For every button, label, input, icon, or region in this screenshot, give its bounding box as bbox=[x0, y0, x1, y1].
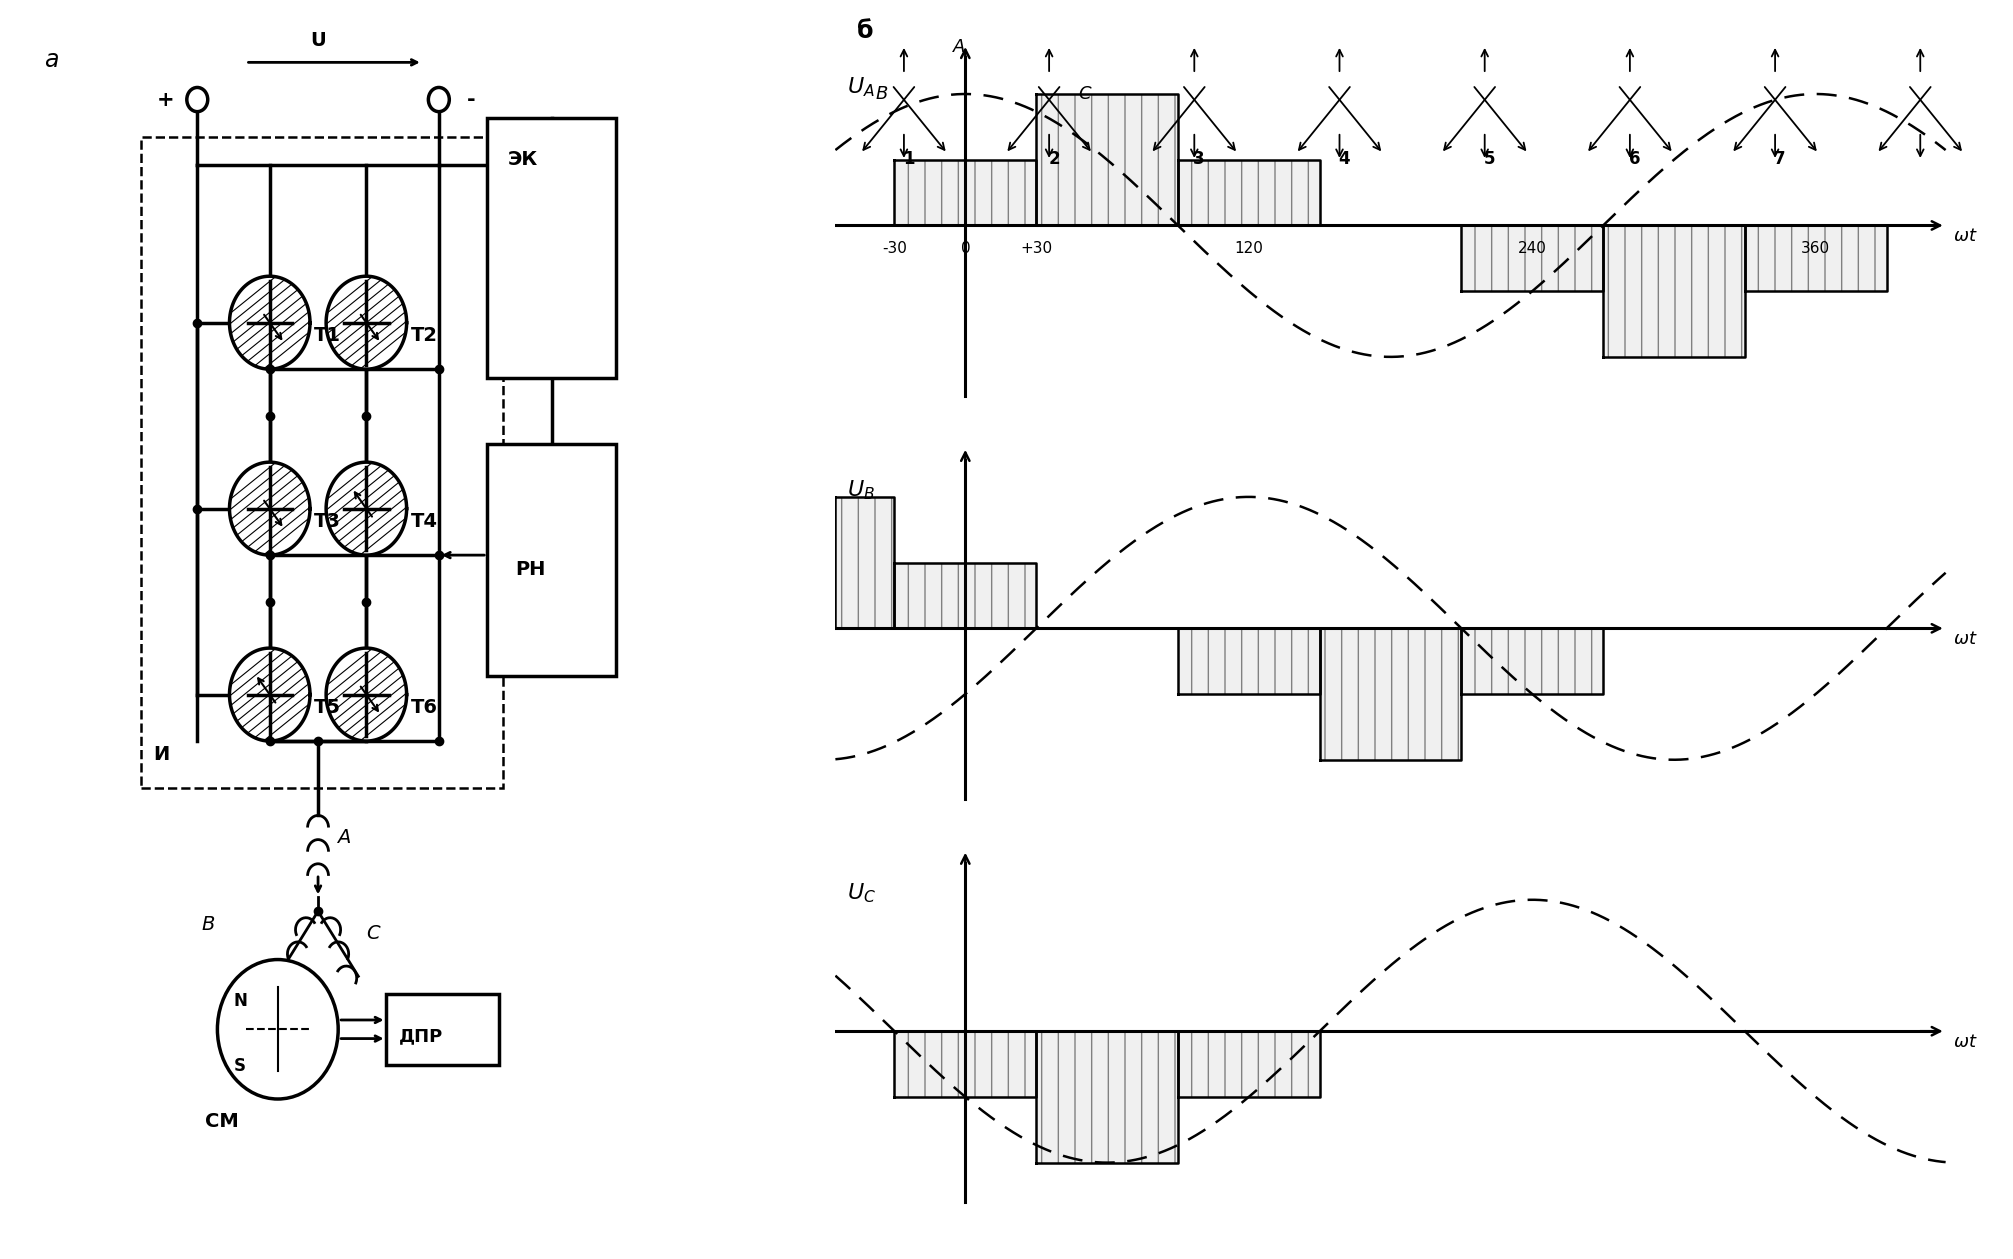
Text: 5: 5 bbox=[1484, 151, 1496, 169]
Text: 2: 2 bbox=[1049, 151, 1059, 169]
Bar bbox=[1178, 160, 1321, 225]
Circle shape bbox=[187, 87, 207, 112]
Text: 7: 7 bbox=[1773, 151, 1786, 169]
Text: T2: T2 bbox=[411, 326, 437, 345]
Text: 6: 6 bbox=[1629, 151, 1641, 169]
Polygon shape bbox=[326, 276, 407, 369]
Text: 0: 0 bbox=[960, 242, 970, 257]
Text: ДПР: ДПР bbox=[399, 1027, 443, 1045]
Bar bbox=[894, 1031, 1037, 1097]
Polygon shape bbox=[326, 462, 407, 555]
Bar bbox=[1037, 94, 1178, 225]
FancyBboxPatch shape bbox=[487, 118, 616, 379]
Text: $A$: $A$ bbox=[336, 828, 350, 847]
Polygon shape bbox=[229, 276, 310, 369]
Text: 240: 240 bbox=[1518, 242, 1546, 257]
Text: 360: 360 bbox=[1802, 242, 1830, 257]
Text: +: + bbox=[157, 89, 173, 110]
Text: -: - bbox=[467, 89, 475, 110]
Polygon shape bbox=[326, 648, 407, 742]
Bar bbox=[1461, 225, 1602, 291]
Bar bbox=[1745, 225, 1886, 291]
Bar bbox=[894, 563, 1037, 628]
Text: 1: 1 bbox=[904, 151, 914, 169]
Text: -30: -30 bbox=[882, 242, 908, 257]
Bar bbox=[1178, 1031, 1321, 1097]
Text: $\mathbf{U}$: $\mathbf{U}$ bbox=[310, 30, 326, 49]
Text: S: S bbox=[234, 1058, 246, 1075]
Text: $\boldsymbol{б}$: $\boldsymbol{б}$ bbox=[856, 19, 874, 43]
Text: РН: РН bbox=[515, 559, 546, 579]
Bar bbox=[1321, 628, 1461, 759]
Circle shape bbox=[429, 87, 449, 112]
Text: $\omega t$: $\omega t$ bbox=[1953, 227, 1977, 246]
Text: $U_A$: $U_A$ bbox=[847, 76, 876, 99]
Text: T3: T3 bbox=[314, 512, 340, 531]
Bar bbox=[835, 497, 894, 628]
Text: ЭК: ЭК bbox=[507, 150, 537, 169]
Text: $C$: $C$ bbox=[366, 924, 382, 943]
Text: $B$: $B$ bbox=[876, 86, 888, 103]
Text: $A$: $A$ bbox=[952, 38, 966, 57]
Polygon shape bbox=[229, 462, 310, 555]
Text: $C$: $C$ bbox=[1079, 86, 1093, 103]
Text: T5: T5 bbox=[314, 699, 340, 718]
FancyBboxPatch shape bbox=[487, 443, 616, 676]
Text: N: N bbox=[234, 992, 248, 1010]
Polygon shape bbox=[229, 648, 310, 742]
Text: T4: T4 bbox=[411, 512, 437, 531]
Text: СМ: СМ bbox=[205, 1112, 240, 1131]
Text: +30: +30 bbox=[1021, 242, 1053, 257]
Bar bbox=[1602, 225, 1745, 356]
Text: T6: T6 bbox=[411, 699, 437, 718]
Text: $U_C$: $U_C$ bbox=[847, 881, 876, 905]
Text: 4: 4 bbox=[1339, 151, 1351, 169]
Text: T1: T1 bbox=[314, 326, 340, 345]
FancyBboxPatch shape bbox=[386, 993, 499, 1065]
Bar bbox=[1178, 628, 1321, 694]
Text: 3: 3 bbox=[1194, 151, 1206, 169]
Bar bbox=[1037, 1031, 1178, 1162]
Text: $a$: $a$ bbox=[44, 48, 58, 72]
Text: И: И bbox=[153, 744, 169, 764]
Text: $\omega t$: $\omega t$ bbox=[1953, 630, 1977, 648]
Text: $U_B$: $U_B$ bbox=[847, 478, 876, 502]
Circle shape bbox=[217, 959, 338, 1099]
Text: $B$: $B$ bbox=[201, 915, 215, 934]
Text: $\omega t$: $\omega t$ bbox=[1953, 1032, 1977, 1051]
Bar bbox=[894, 160, 1037, 225]
Bar bbox=[1461, 628, 1602, 694]
Text: 120: 120 bbox=[1234, 242, 1264, 257]
